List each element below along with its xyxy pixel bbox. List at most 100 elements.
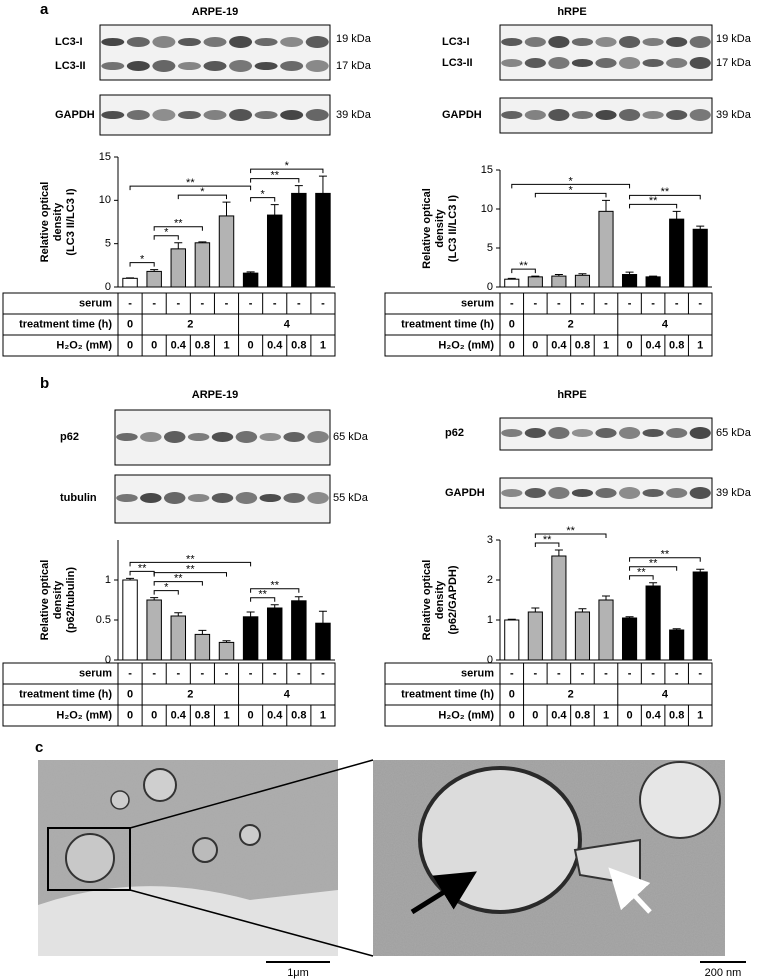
table-cell-text: -	[201, 297, 205, 309]
bar	[170, 615, 187, 661]
table-cell-text: -	[698, 667, 702, 679]
table-cell	[384, 662, 713, 685]
table-cell-text: -	[273, 667, 277, 679]
bar	[692, 228, 708, 288]
y-tick-label: 10	[481, 203, 493, 215]
error-bar	[507, 618, 516, 620]
blot-band	[618, 109, 641, 121]
blot-size: 17 kDa	[716, 57, 752, 69]
blot-band	[305, 60, 329, 72]
error-bar	[696, 568, 705, 572]
blot-size: 39 kDa	[716, 487, 752, 499]
y-axis-label: Relative optical	[39, 560, 51, 641]
blot-band	[666, 110, 688, 120]
bar	[551, 555, 567, 661]
blot-label: p62	[60, 431, 79, 443]
bar	[645, 276, 661, 288]
blot-band	[618, 427, 641, 439]
panel-title: hRPE	[557, 6, 586, 18]
table-cell-text: 0.8	[291, 709, 306, 721]
blot-band	[152, 36, 176, 48]
error-bar	[649, 582, 658, 586]
error-bar	[672, 628, 681, 630]
table-cell-text: 4	[662, 318, 669, 330]
significance-bracket	[250, 178, 300, 183]
blot-band	[689, 427, 711, 439]
bar	[527, 611, 543, 661]
blot-band	[595, 37, 617, 47]
table-cell-text: 0.8	[575, 709, 590, 721]
table-cell-text: -	[628, 667, 632, 679]
blot-band	[548, 487, 570, 499]
blot-label: GAPDH	[442, 109, 482, 121]
error-bar	[198, 629, 207, 635]
table-cell-text: -	[273, 297, 277, 309]
table-row-label: serum	[79, 297, 112, 309]
table-cell-text: 0	[626, 709, 632, 721]
blot-band	[280, 61, 304, 71]
table-cell	[2, 292, 336, 315]
significance-bracket	[153, 226, 203, 231]
blot-size: 65 kDa	[716, 427, 752, 439]
blot-band	[283, 493, 305, 503]
table-cell-text: 0	[509, 709, 515, 721]
y-axis-label: (p62/tubulin)	[65, 567, 77, 633]
blot-size: 17 kDa	[336, 60, 372, 72]
table-cell-text: -	[176, 297, 180, 309]
error-bar	[649, 275, 658, 277]
bar	[194, 242, 211, 288]
error-bar	[150, 269, 159, 272]
blot-band	[211, 432, 234, 442]
table-cell-text: -	[533, 667, 537, 679]
blot-band	[524, 37, 546, 47]
table-cell-text: -	[128, 297, 132, 309]
bar	[504, 619, 520, 661]
table-cell-text: 2	[568, 688, 574, 700]
blot	[99, 24, 331, 81]
scale-bar-label: 1μm	[287, 967, 309, 979]
table-cell-text: 0	[532, 339, 538, 351]
table-cell-text: 4	[662, 688, 669, 700]
table-cell	[384, 704, 713, 727]
blot-band	[689, 487, 711, 499]
error-bar	[174, 612, 183, 616]
error-bar	[672, 210, 681, 220]
table-cell-text: 1	[697, 339, 703, 351]
blot-size: 19 kDa	[716, 33, 752, 45]
error-bar	[174, 242, 183, 249]
blot-band	[203, 37, 227, 47]
table-row-label: H₂O₂ (mM)	[56, 709, 112, 721]
blot-band	[116, 433, 138, 441]
y-axis-label: Relative optical	[421, 560, 433, 641]
error-bar	[294, 185, 303, 194]
table-row-label: treatment time (h)	[401, 688, 494, 700]
table-cell-text: -	[297, 667, 301, 679]
table-cell-text: 0.8	[669, 709, 684, 721]
blot-band	[152, 109, 176, 121]
blot-label: p62	[445, 427, 464, 439]
table-cell-text: 0	[509, 339, 515, 351]
error-bar	[507, 277, 516, 280]
blot-band	[595, 58, 617, 68]
table-cell-text: -	[651, 667, 655, 679]
blot-band	[307, 492, 329, 504]
table-cell-text: 1	[697, 709, 703, 721]
significance-bracket	[250, 597, 276, 602]
table-cell-text: 0.8	[669, 339, 684, 351]
blot-band	[101, 62, 125, 70]
blot-band	[618, 57, 641, 69]
blot-band	[203, 61, 227, 71]
blot-band	[595, 488, 617, 498]
blot-band	[501, 111, 523, 119]
y-axis-label: Relative optical	[421, 188, 433, 269]
table-cell-text: 2	[187, 688, 193, 700]
table-cell-text: 1	[603, 709, 609, 721]
y-tick-label: 5	[487, 242, 493, 254]
table-cell-text: -	[557, 667, 561, 679]
table-row-label: treatment time (h)	[19, 688, 112, 700]
blot-band	[177, 38, 201, 46]
blot-band	[571, 111, 594, 119]
blot-band	[305, 109, 329, 121]
significance-label: *	[569, 184, 574, 196]
significance-bracket	[250, 197, 276, 202]
